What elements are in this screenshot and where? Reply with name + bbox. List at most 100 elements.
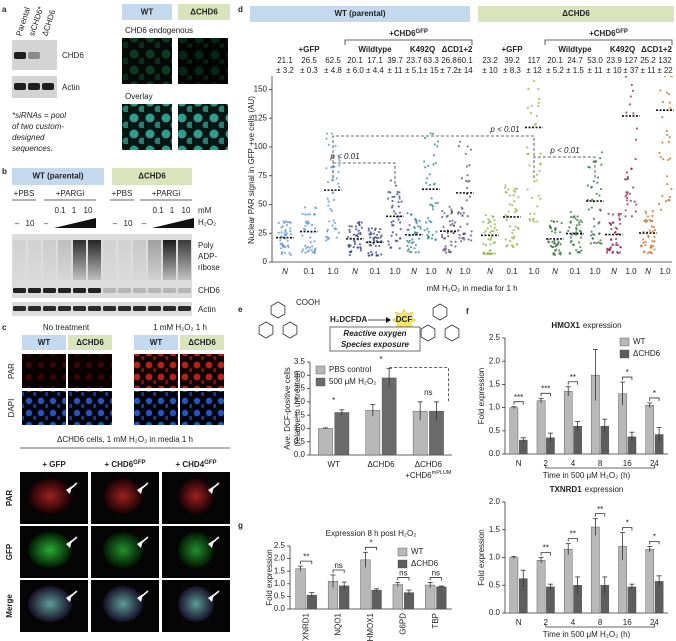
sig-bracket	[540, 392, 551, 397]
jitter-dot	[632, 186, 635, 189]
row-label: PAR	[5, 490, 14, 507]
sd-label: ± 4.4	[366, 66, 384, 75]
legend-swatch	[315, 365, 326, 375]
jitter-dot	[629, 95, 632, 98]
blot-label: Actin	[62, 83, 80, 92]
jitter-dot	[309, 241, 312, 244]
jitter-dot	[535, 179, 538, 182]
jitter-dot	[625, 178, 628, 181]
jitter-dot	[575, 224, 579, 227]
sd-label: ± 11	[388, 66, 403, 75]
group-label: Wildtype	[558, 45, 592, 54]
sd-label: ± 12	[526, 66, 542, 75]
jitter-dot	[482, 252, 485, 256]
jitter-dot	[648, 218, 651, 221]
bar	[546, 586, 555, 614]
dose: 10	[124, 219, 133, 228]
jitter-dot	[466, 145, 469, 148]
jitter-dot	[512, 245, 515, 248]
jitter-dot	[618, 218, 622, 221]
jitter-dot	[358, 224, 361, 227]
jitter-dot	[450, 210, 454, 213]
header: ΔCHD6	[138, 172, 166, 181]
jitter-dot	[488, 231, 492, 234]
jitter-dot	[430, 197, 433, 200]
jitter-dot	[329, 208, 332, 211]
x-tick-label: N	[516, 618, 522, 627]
x-tick-label: WT	[327, 460, 340, 469]
jitter-dot	[626, 191, 629, 194]
jitter-dot	[367, 251, 370, 255]
mean-label: 63.3	[423, 56, 439, 65]
y-tick-label: 50	[258, 200, 267, 209]
jitter-dot	[337, 231, 341, 234]
jitter-dot	[615, 243, 618, 247]
jitter-dot	[441, 233, 444, 236]
jitter-dot	[392, 224, 395, 227]
jitter-dot	[617, 212, 620, 215]
jitter-dot	[419, 227, 422, 230]
sd-label: ± 5.1	[405, 66, 423, 75]
jitter-dot	[331, 224, 334, 227]
jitter-dot	[380, 253, 383, 256]
jitter-dot	[599, 187, 603, 191]
jitter-dot	[590, 206, 593, 209]
blot-lane	[73, 240, 86, 280]
jitter-dot	[484, 244, 487, 247]
jitter-dot	[468, 164, 471, 167]
jitter-dot	[508, 203, 511, 206]
arrow-shaft	[69, 590, 78, 598]
jitter-dot	[468, 195, 472, 198]
jitter-dot	[586, 184, 590, 187]
bar	[645, 405, 655, 455]
bar	[334, 412, 350, 456]
jitter-dot	[527, 152, 530, 156]
jitter-dot	[326, 197, 329, 200]
jitter-dot	[374, 244, 377, 247]
jitter-dot	[530, 196, 534, 199]
mean-label: 26.8	[441, 56, 457, 65]
blot-band	[148, 306, 161, 311]
jitter-dot	[440, 235, 444, 238]
y-tick-label: 2.5	[489, 333, 501, 342]
dose: 10	[26, 219, 35, 228]
jitter-dot	[526, 146, 529, 149]
legend-label: WT	[633, 337, 646, 346]
y-tick-label: 0.0	[489, 449, 501, 458]
arrow-head	[386, 317, 391, 323]
y-axis-label: Fold expression	[477, 529, 486, 585]
jitter-dot	[418, 237, 421, 240]
jitter-dot	[335, 236, 338, 239]
jitter-dot	[607, 212, 610, 215]
jitter-dot	[617, 214, 620, 217]
legend-swatch	[619, 337, 630, 347]
jitter-dot	[493, 252, 496, 255]
jitter-dot	[630, 215, 634, 218]
stain-label: PAR	[7, 363, 16, 379]
jitter-dot	[505, 191, 508, 194]
jitter-dot	[493, 223, 497, 226]
jitter-dot	[349, 244, 352, 247]
jitter-dot	[289, 230, 292, 233]
jitter-dot	[432, 154, 436, 157]
jitter-dot	[313, 249, 316, 252]
jitter-dot	[460, 177, 464, 180]
x-tick-label: 1.0	[327, 267, 339, 276]
header-box	[112, 168, 192, 185]
jitter-dot	[424, 221, 428, 224]
sd-label: ± 11	[641, 66, 656, 75]
jitter-dot	[434, 238, 437, 241]
jitter-dot	[436, 140, 440, 143]
bar	[563, 391, 573, 455]
jitter-dot	[508, 194, 512, 197]
jitter-dot	[536, 220, 539, 223]
jitter-dot	[570, 215, 573, 219]
jitter-dot	[281, 225, 284, 228]
bar	[381, 377, 397, 456]
jitter-dot	[492, 215, 495, 219]
jitter-dot	[482, 220, 485, 223]
jitter-dot	[657, 202, 661, 205]
jitter-dot	[419, 225, 422, 228]
